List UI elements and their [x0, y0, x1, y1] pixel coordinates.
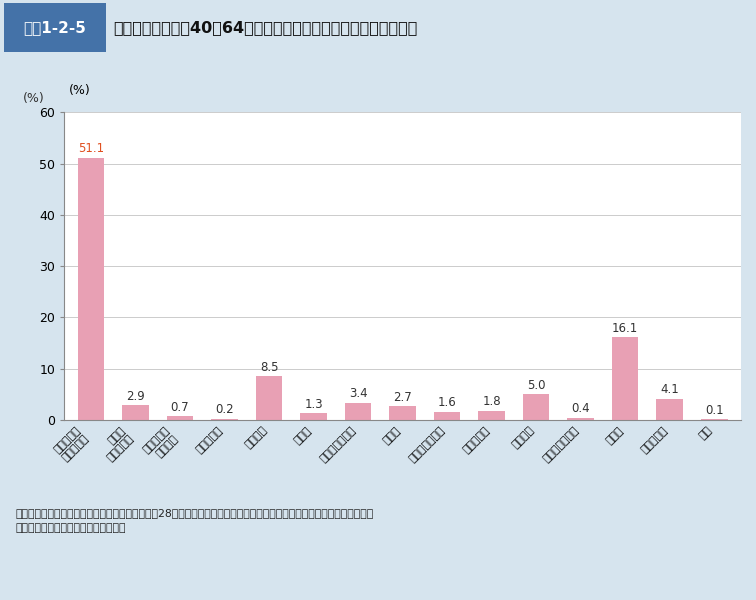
Text: 5.0: 5.0	[527, 379, 545, 392]
Text: 図表1-2-5: 図表1-2-5	[23, 20, 86, 35]
Text: 16.1: 16.1	[612, 322, 638, 335]
Bar	[78, 158, 104, 420]
Bar	[211, 419, 238, 420]
Text: 3.4: 3.4	[349, 387, 367, 400]
Text: 1.6: 1.6	[438, 396, 457, 409]
Bar	[522, 394, 550, 420]
Text: (%): (%)	[69, 84, 91, 97]
Bar	[345, 403, 371, 420]
Text: 51.1: 51.1	[78, 142, 104, 155]
Bar	[256, 376, 283, 420]
Text: 2.7: 2.7	[393, 391, 412, 404]
Bar	[612, 337, 639, 420]
Text: 1.8: 1.8	[482, 395, 501, 408]
Text: 介護を必要とする40〜64歳における介護が必要となった主な原因: 介護を必要とする40〜64歳における介護が必要となった主な原因	[113, 20, 418, 35]
Bar	[166, 416, 194, 420]
Text: (%): (%)	[23, 92, 45, 105]
Bar	[656, 399, 683, 420]
Text: 4.1: 4.1	[660, 383, 679, 397]
Text: 0.2: 0.2	[215, 403, 234, 416]
Text: 1.3: 1.3	[304, 398, 323, 411]
Bar	[479, 411, 505, 420]
Bar	[300, 413, 327, 420]
Text: 8.5: 8.5	[260, 361, 278, 374]
Bar	[389, 406, 416, 420]
Text: 2.9: 2.9	[126, 389, 145, 403]
FancyBboxPatch shape	[4, 3, 106, 52]
Bar	[434, 412, 460, 420]
Bar	[122, 405, 149, 420]
Text: 資料：厚生労働省政策統括官付世帯統計室「平成28年国民生活基礎調査」より厚生労働省政策統括官付政策評価官室作成
（注）　熊本県を除いたものである。: 資料：厚生労働省政策統括官付世帯統計室「平成28年国民生活基礎調査」より厚生労働…	[15, 508, 373, 533]
Text: 0.7: 0.7	[171, 401, 189, 414]
Text: 0.4: 0.4	[572, 403, 590, 415]
Text: 0.1: 0.1	[705, 404, 723, 417]
Bar	[567, 418, 594, 420]
